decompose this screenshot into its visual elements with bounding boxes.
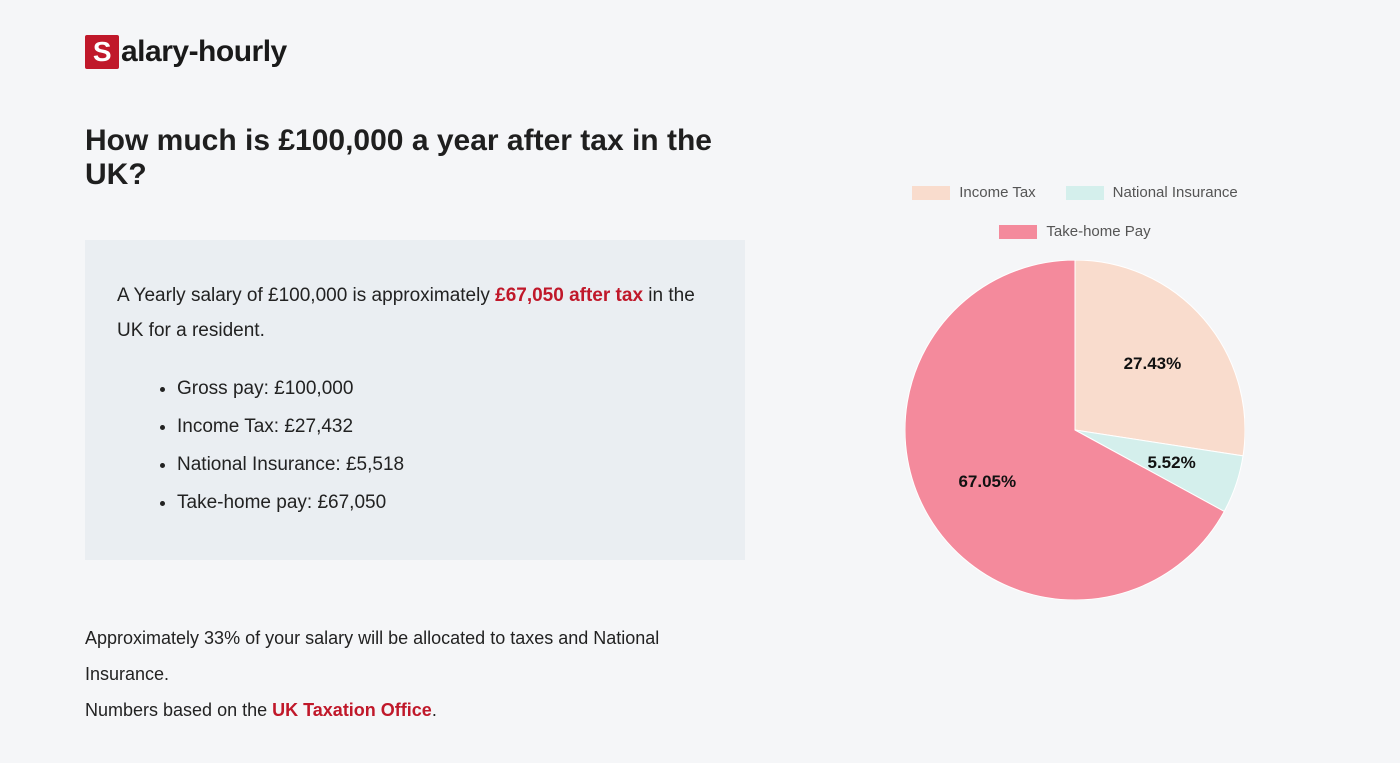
list-item: Income Tax: £27,432 [177, 408, 713, 446]
legend-label: Take-home Pay [1046, 223, 1150, 240]
footnote-line2-after: . [432, 700, 437, 720]
page-root: Salary-hourly How much is £100,000 a yea… [0, 0, 1400, 763]
right-column: Income Tax National Insurance Take-home … [835, 124, 1315, 728]
swatch-take-home [999, 225, 1037, 239]
legend-item-national-insurance: National Insurance [1066, 184, 1238, 201]
list-item: Take-home pay: £67,050 [177, 484, 713, 522]
legend-label: Income Tax [959, 184, 1035, 201]
slice-label: 27.43% [1124, 354, 1182, 374]
footnote-line1: Approximately 33% of your salary will be… [85, 628, 659, 684]
legend-item-income-tax: Income Tax [912, 184, 1035, 201]
legend-label: National Insurance [1113, 184, 1238, 201]
content-row: How much is £100,000 a year after tax in… [85, 124, 1315, 728]
chart-legend: Income Tax National Insurance Take-home … [885, 184, 1265, 240]
pie-chart: 27.43% 5.52% 67.05% [905, 260, 1245, 600]
logo: Salary-hourly [85, 35, 1315, 69]
logo-badge: S [85, 35, 119, 69]
list-item: Gross pay: £100,000 [177, 370, 713, 408]
page-title: How much is £100,000 a year after tax in… [85, 124, 745, 192]
pie-svg [905, 260, 1245, 600]
left-column: How much is £100,000 a year after tax in… [85, 124, 745, 728]
footnote: Approximately 33% of your salary will be… [85, 620, 745, 728]
summary-lead: A Yearly salary of £100,000 is approxima… [117, 278, 713, 348]
legend-item-take-home: Take-home Pay [999, 223, 1150, 240]
slice-label: 5.52% [1148, 453, 1196, 473]
summary-box: A Yearly salary of £100,000 is approxima… [85, 240, 745, 560]
footnote-line2-before: Numbers based on the [85, 700, 272, 720]
uk-tax-office-link[interactable]: UK Taxation Office [272, 700, 432, 720]
swatch-income-tax [912, 186, 950, 200]
summary-highlight: £67,050 after tax [495, 285, 643, 306]
slice-label: 67.05% [958, 472, 1016, 492]
swatch-national-insurance [1066, 186, 1104, 200]
list-item: National Insurance: £5,518 [177, 446, 713, 484]
summary-list: Gross pay: £100,000 Income Tax: £27,432 … [117, 370, 713, 522]
summary-lead-before: A Yearly salary of £100,000 is approxima… [117, 285, 495, 306]
logo-text: alary-hourly [121, 35, 287, 69]
